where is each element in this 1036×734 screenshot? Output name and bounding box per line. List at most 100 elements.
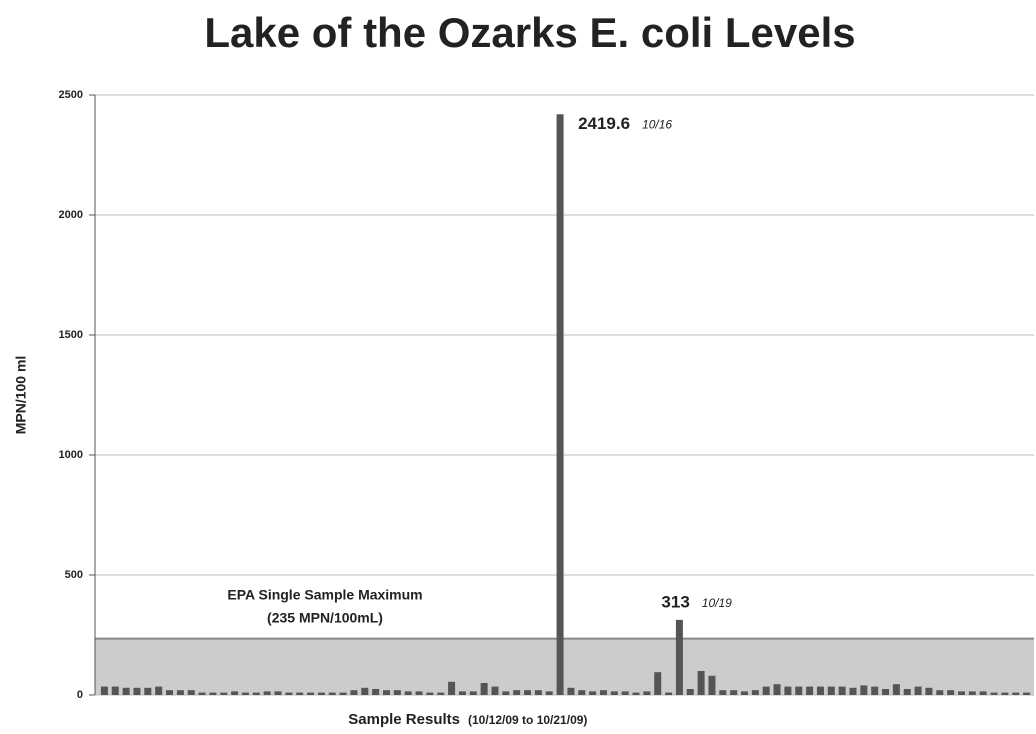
bar [100,686,108,695]
bar [827,686,835,695]
bar [361,687,369,695]
bar [589,691,597,695]
bar [741,691,749,695]
bar [317,692,325,695]
bar [773,684,781,695]
bar [1012,692,1020,695]
bar [979,691,987,695]
bar [458,691,466,695]
bar [437,692,445,695]
y-tick-label: 2000 [59,209,83,221]
bar [252,692,260,695]
bar [957,691,965,695]
bar [871,686,879,695]
bar [198,692,206,695]
bar [524,690,532,695]
bar [903,689,911,695]
bar [209,692,217,695]
y-tick-label: 2500 [59,89,83,101]
bar [882,689,890,695]
bar [816,686,824,695]
bar [838,686,846,695]
bar [784,686,792,695]
bar [762,686,770,695]
bar [274,691,282,695]
bar [632,692,640,695]
threshold-band [95,638,1034,695]
y-tick-label: 500 [65,569,83,581]
chart-title: Lake of the Ozarks E. coli Levels [204,9,855,56]
bar [404,691,412,695]
bar [925,687,933,695]
bar [849,687,857,695]
bar [426,692,434,695]
bar [176,690,184,695]
bar [534,690,542,695]
bar [491,686,499,695]
bar [892,684,900,695]
bar [263,691,271,695]
bar [372,689,380,695]
bar [936,690,944,695]
bar [220,692,228,695]
value-label: 313 [661,592,689,611]
bar [719,690,727,695]
bar [675,619,683,695]
bar [122,687,130,695]
bar [166,690,174,695]
bar [144,687,152,695]
bar [1023,692,1031,695]
bar [686,689,694,695]
y-axis-label: MPN/100 ml [13,356,29,435]
bar [860,685,868,695]
bar [567,687,575,695]
bar [513,690,521,695]
bar [448,681,456,695]
x-axis-sublabel: (10/12/09 to 10/21/09) [468,713,587,727]
bar [578,690,586,695]
bar [556,114,564,695]
bar [968,691,976,695]
bar [382,690,390,695]
bar [947,690,955,695]
bar [708,675,716,695]
bar [795,686,803,695]
bar [621,691,629,695]
y-tick-label: 0 [77,689,83,701]
date-label: 10/16 [642,117,672,131]
bar [806,686,814,695]
bar [643,691,651,695]
bar [231,691,239,695]
bar [730,690,738,695]
value-label: 2419.6 [578,114,630,133]
x-axis-label: Sample Results [348,711,460,728]
bar [350,690,358,695]
bar [1001,692,1009,695]
bar [155,686,163,695]
threshold-label: EPA Single Sample Maximum [227,586,422,602]
y-tick-label: 1500 [59,329,83,341]
bar [610,691,618,695]
bar [545,691,553,695]
bar [187,690,195,695]
bar [914,686,922,695]
bar [339,692,347,695]
bar [502,691,510,695]
bar [665,692,673,695]
y-tick-label: 1000 [59,449,83,461]
bar [241,692,249,695]
bar [480,683,488,695]
bar [599,690,607,695]
bar [415,691,423,695]
bar [133,687,141,695]
bar [285,692,293,695]
bar [654,672,662,695]
bar [990,692,998,695]
bar [469,691,477,695]
bar [328,692,336,695]
bar [697,671,705,695]
date-label: 10/19 [702,596,732,610]
bar [393,690,401,695]
threshold-sublabel: (235 MPN/100mL) [267,609,383,625]
